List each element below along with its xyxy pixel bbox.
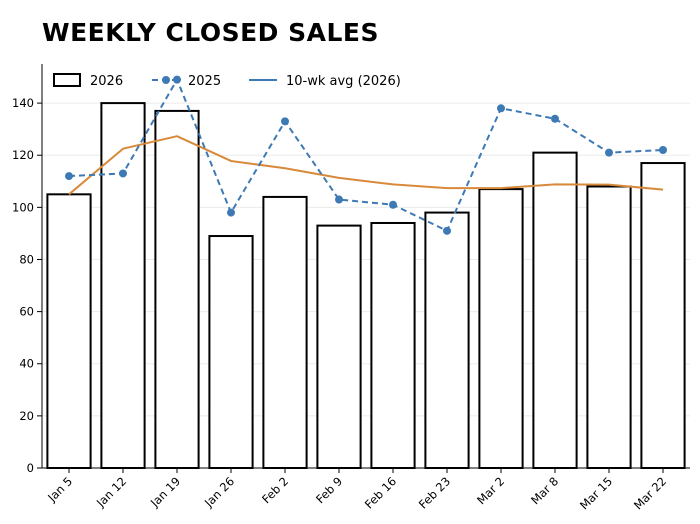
bar-2026 (370, 221, 416, 469)
x-tick-label: Mar 22 (631, 474, 669, 512)
bar-2026 (640, 162, 686, 469)
chart-title: WEEKLY CLOSED SALES (42, 18, 379, 47)
x-tick-label: Jan 19 (147, 474, 183, 510)
series-2025-point (659, 146, 667, 155)
y-tick-label: 60 (19, 305, 34, 319)
legend-swatch-2025-marker (162, 76, 170, 84)
series-2025-point (281, 117, 289, 126)
legend-label-2025: 2025 (188, 74, 221, 89)
bar-2026 (478, 188, 524, 469)
bar-2026 (208, 235, 254, 469)
avg-2026-line (68, 135, 664, 196)
y-tick-label: 80 (19, 252, 34, 266)
x-tick-label: Jan 5 (44, 474, 75, 505)
series-2025-point (227, 208, 235, 217)
y-tick-label: 20 (19, 409, 34, 423)
y-tick-label: 40 (19, 357, 34, 371)
series-2025-point (497, 104, 505, 113)
y-tick-label: 0 (27, 461, 34, 475)
series-2025-point (389, 200, 397, 209)
bar-2026 (100, 102, 146, 469)
x-tick-label: Feb 9 (313, 474, 345, 506)
legend-label-avg: 10-wk avg (2026) (286, 74, 401, 89)
x-tick-label: Jan 26 (201, 474, 237, 510)
x-tick-label: Feb 23 (416, 474, 453, 511)
bar-2026 (424, 211, 470, 469)
bar-2026 (532, 151, 578, 469)
y-tick-label: 140 (12, 96, 34, 110)
series-2025-point (551, 114, 559, 123)
series-2025-point (605, 148, 613, 157)
x-tick-label: Mar 8 (528, 474, 561, 507)
x-tick-label: Feb 16 (362, 474, 399, 511)
bar-2026 (316, 224, 362, 469)
series-2025-point (119, 169, 127, 178)
bar-2026 (46, 193, 92, 470)
series-2025-point (443, 226, 451, 235)
x-tick-label: Feb 2 (259, 474, 291, 506)
legend-swatch-2026 (53, 73, 81, 87)
bar-2026 (154, 109, 200, 469)
y-tick-label: 100 (12, 200, 34, 214)
legend-label-2026: 2026 (90, 74, 123, 89)
series-2025-point (335, 195, 343, 204)
x-tick-label: Jan 12 (93, 474, 129, 510)
y-tick-label: 120 (12, 148, 34, 162)
x-tick-label: Mar 15 (577, 474, 615, 512)
series-2025-point (65, 172, 73, 181)
bar-2026 (262, 195, 308, 469)
series-2025-line (68, 78, 664, 232)
bar-2026 (586, 185, 632, 469)
x-tick-label: Mar 2 (474, 474, 507, 507)
